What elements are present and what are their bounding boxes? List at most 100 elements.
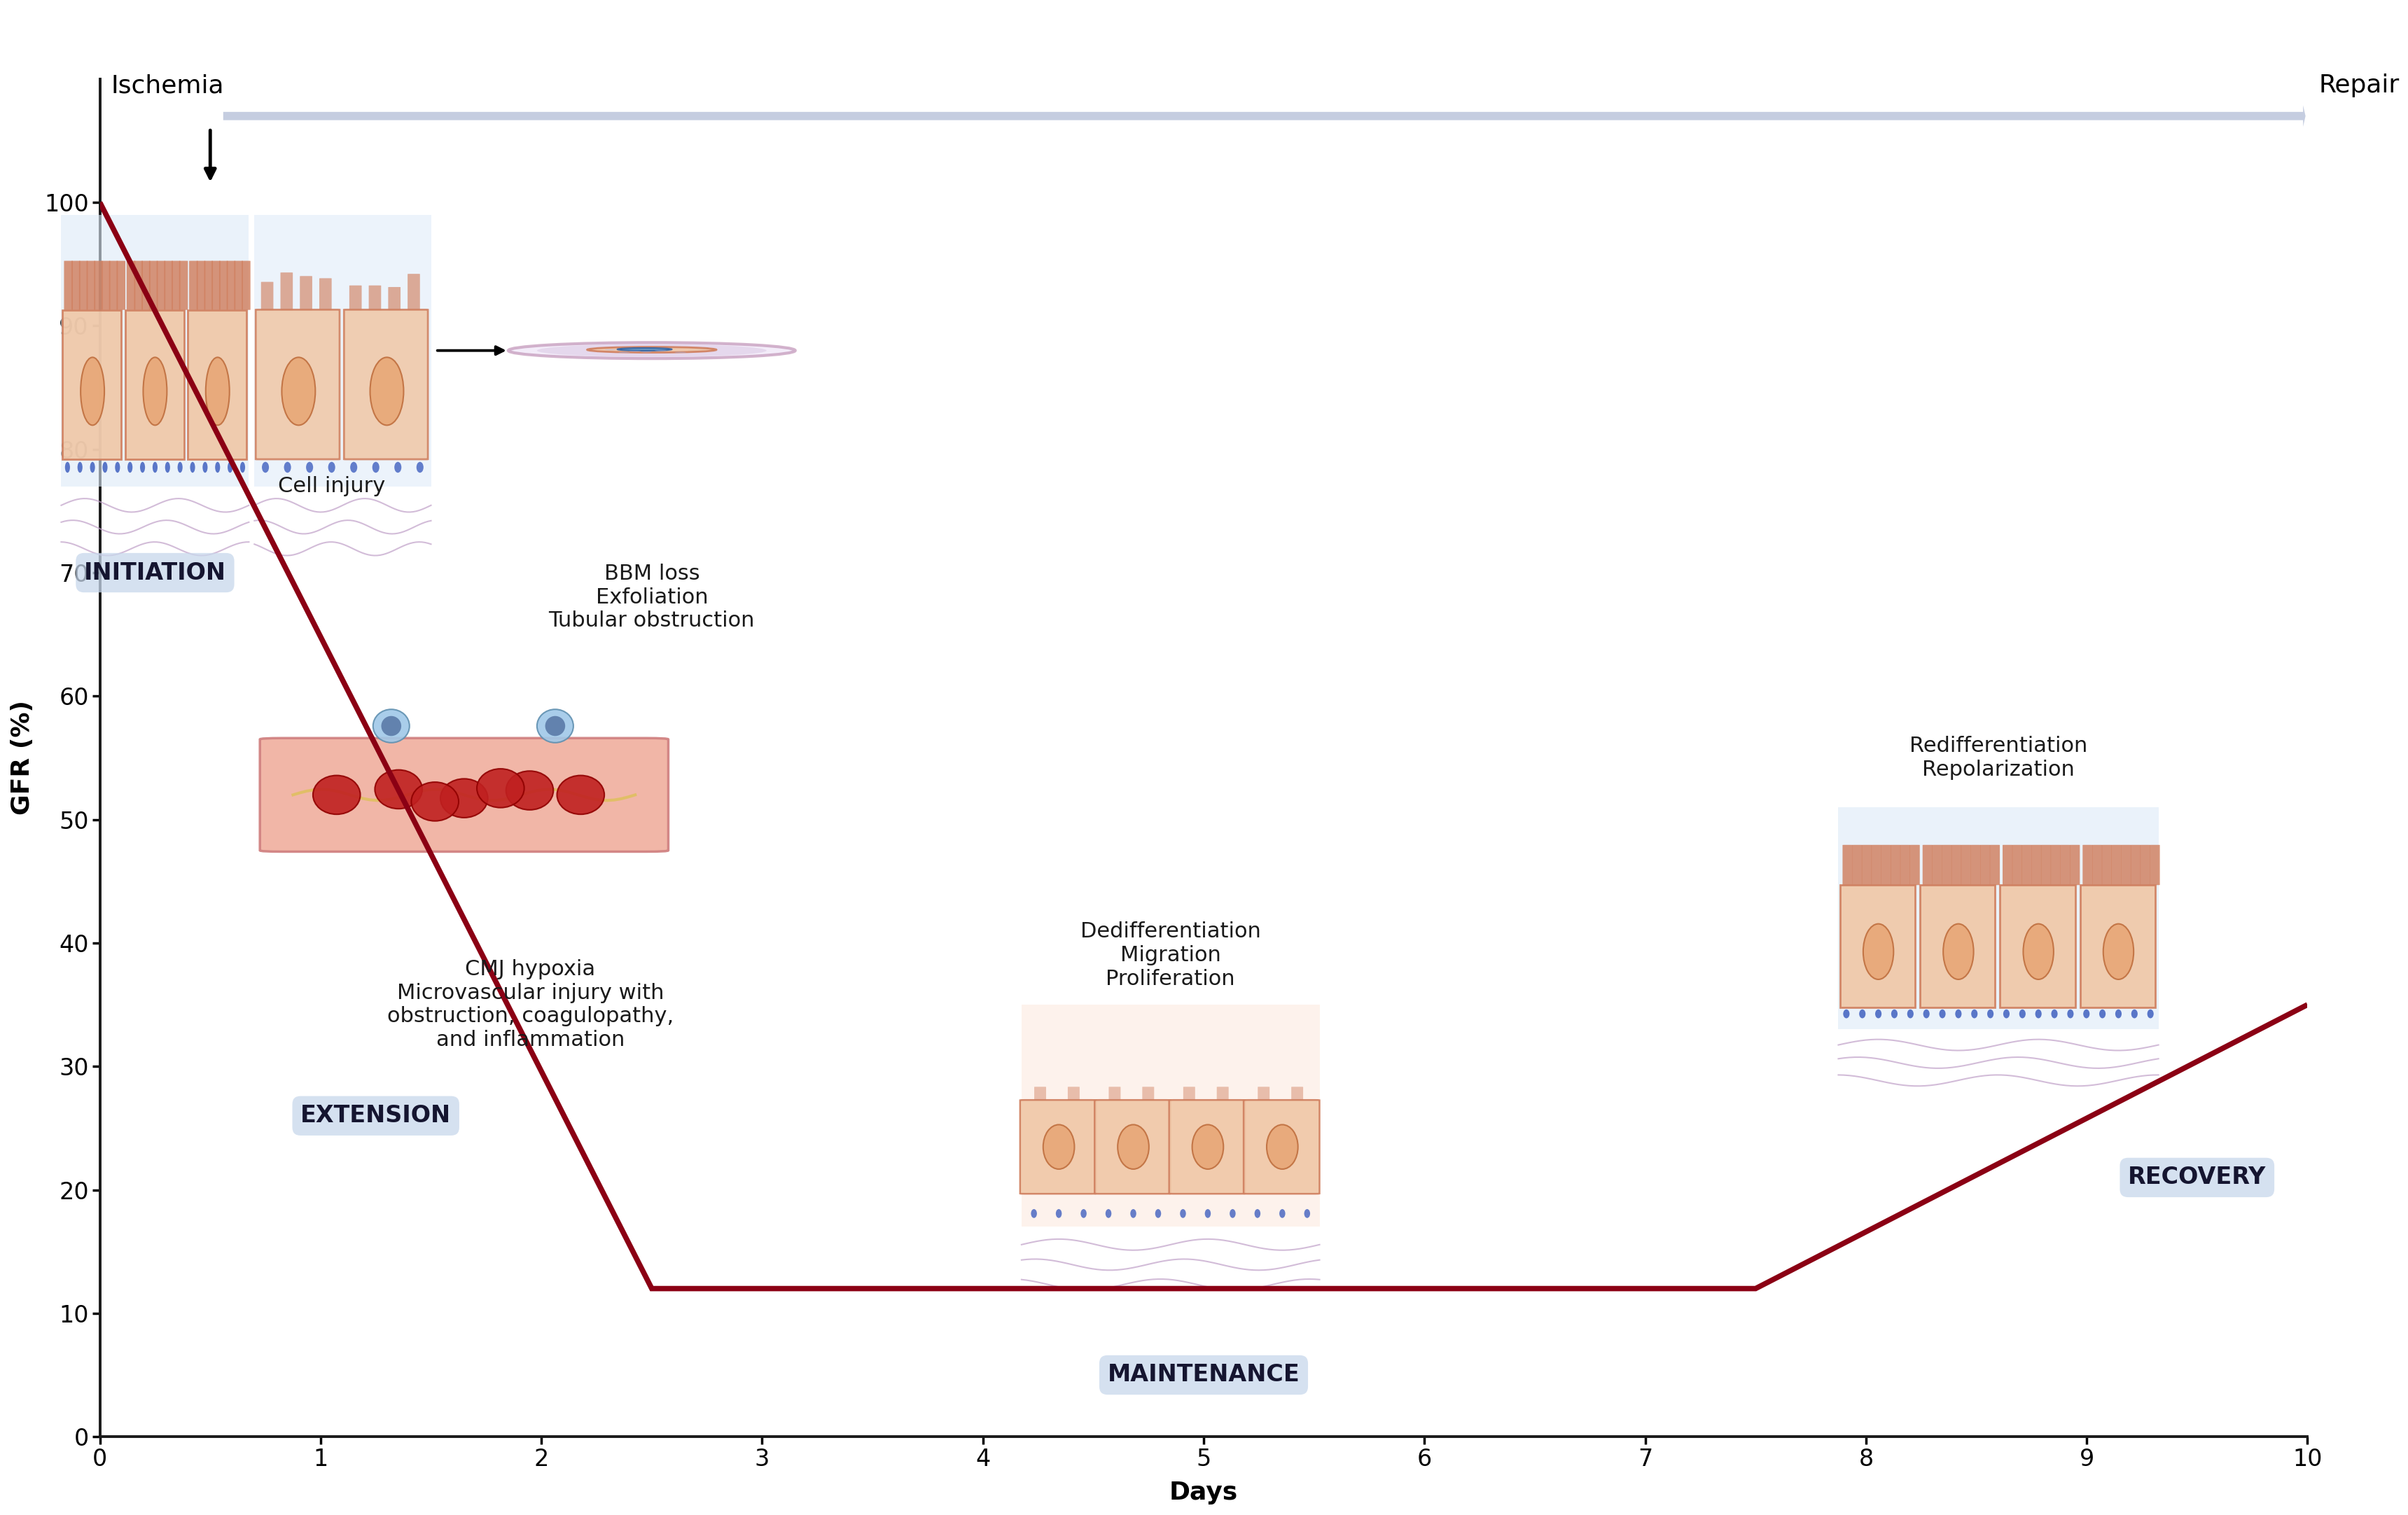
Text: Cell injury: Cell injury (277, 476, 385, 497)
FancyBboxPatch shape (1970, 845, 1982, 885)
Ellipse shape (1081, 1209, 1086, 1218)
Circle shape (508, 342, 795, 359)
FancyBboxPatch shape (344, 309, 429, 459)
Ellipse shape (166, 462, 171, 473)
Ellipse shape (1230, 1209, 1235, 1218)
FancyBboxPatch shape (1067, 1086, 1079, 1100)
Ellipse shape (1204, 1209, 1211, 1218)
Ellipse shape (1267, 1124, 1298, 1170)
Ellipse shape (412, 782, 458, 821)
FancyBboxPatch shape (157, 261, 166, 311)
FancyBboxPatch shape (125, 309, 183, 459)
Ellipse shape (1842, 1009, 1849, 1018)
FancyBboxPatch shape (1979, 845, 1989, 885)
Ellipse shape (2131, 1009, 2138, 1018)
FancyBboxPatch shape (1852, 845, 1861, 885)
FancyBboxPatch shape (1021, 1004, 1320, 1227)
Ellipse shape (1192, 1124, 1223, 1170)
FancyBboxPatch shape (1837, 807, 2158, 1029)
Ellipse shape (373, 462, 380, 473)
Ellipse shape (205, 358, 229, 426)
FancyBboxPatch shape (2042, 845, 2052, 885)
FancyBboxPatch shape (260, 738, 669, 851)
Ellipse shape (65, 462, 70, 473)
FancyBboxPatch shape (1021, 1100, 1096, 1194)
Ellipse shape (417, 462, 424, 473)
FancyBboxPatch shape (149, 261, 159, 311)
Ellipse shape (116, 462, 120, 473)
FancyBboxPatch shape (241, 261, 250, 311)
Ellipse shape (2100, 1009, 2105, 1018)
Ellipse shape (152, 462, 157, 473)
Ellipse shape (229, 462, 234, 473)
FancyBboxPatch shape (72, 261, 79, 311)
Ellipse shape (1890, 1009, 1898, 1018)
Ellipse shape (1864, 924, 1893, 979)
Ellipse shape (140, 462, 144, 473)
FancyBboxPatch shape (279, 273, 294, 311)
FancyBboxPatch shape (60, 215, 248, 486)
FancyBboxPatch shape (1919, 885, 1996, 1007)
Ellipse shape (1117, 1124, 1149, 1170)
Text: Ischemia: Ischemia (111, 74, 224, 97)
FancyBboxPatch shape (260, 282, 275, 311)
FancyBboxPatch shape (234, 261, 243, 311)
Ellipse shape (2020, 1009, 2025, 1018)
X-axis label: Days: Days (1170, 1480, 1238, 1504)
Text: Redifferentiation
Repolarization: Redifferentiation Repolarization (1910, 736, 2088, 780)
Ellipse shape (1987, 1009, 1994, 1018)
FancyBboxPatch shape (388, 286, 400, 311)
FancyBboxPatch shape (301, 276, 313, 311)
FancyBboxPatch shape (171, 261, 181, 311)
Ellipse shape (1938, 1009, 1946, 1018)
Ellipse shape (190, 462, 195, 473)
Ellipse shape (1255, 1209, 1259, 1218)
Ellipse shape (1924, 1009, 1929, 1018)
FancyBboxPatch shape (188, 309, 246, 459)
FancyBboxPatch shape (190, 261, 197, 311)
FancyBboxPatch shape (2023, 845, 2032, 885)
Text: Repair: Repair (2319, 74, 2398, 97)
FancyBboxPatch shape (1890, 845, 1900, 885)
FancyBboxPatch shape (212, 261, 222, 311)
FancyBboxPatch shape (255, 215, 431, 486)
Ellipse shape (556, 776, 604, 814)
Ellipse shape (241, 462, 246, 473)
Ellipse shape (1955, 1009, 1963, 1018)
Ellipse shape (2066, 1009, 2073, 1018)
Ellipse shape (2114, 1009, 2121, 1018)
FancyBboxPatch shape (135, 261, 142, 311)
FancyBboxPatch shape (407, 274, 419, 311)
Ellipse shape (313, 776, 361, 814)
FancyBboxPatch shape (1170, 1100, 1245, 1194)
FancyBboxPatch shape (1182, 1086, 1194, 1100)
Ellipse shape (178, 462, 183, 473)
FancyBboxPatch shape (2131, 845, 2141, 885)
Ellipse shape (2003, 1009, 2011, 1018)
FancyBboxPatch shape (1989, 845, 1999, 885)
FancyBboxPatch shape (164, 261, 173, 311)
FancyBboxPatch shape (1931, 845, 1943, 885)
FancyBboxPatch shape (197, 261, 205, 311)
Ellipse shape (1859, 1009, 1866, 1018)
FancyBboxPatch shape (1840, 885, 1914, 1007)
FancyBboxPatch shape (368, 285, 380, 311)
FancyBboxPatch shape (2102, 845, 2112, 885)
Ellipse shape (214, 462, 219, 473)
Ellipse shape (371, 358, 405, 426)
FancyBboxPatch shape (87, 261, 96, 311)
Ellipse shape (588, 347, 715, 353)
Ellipse shape (1943, 924, 1975, 979)
FancyBboxPatch shape (1881, 845, 1890, 885)
Ellipse shape (1031, 1209, 1038, 1218)
Ellipse shape (1043, 1124, 1074, 1170)
Ellipse shape (2102, 924, 2133, 979)
FancyBboxPatch shape (1910, 845, 1919, 885)
FancyBboxPatch shape (128, 261, 135, 311)
FancyBboxPatch shape (2061, 845, 2071, 885)
Ellipse shape (1129, 1209, 1137, 1218)
Ellipse shape (616, 348, 672, 351)
FancyBboxPatch shape (1291, 1086, 1303, 1100)
FancyBboxPatch shape (1033, 1086, 1045, 1100)
Y-axis label: GFR (%): GFR (%) (10, 700, 34, 815)
